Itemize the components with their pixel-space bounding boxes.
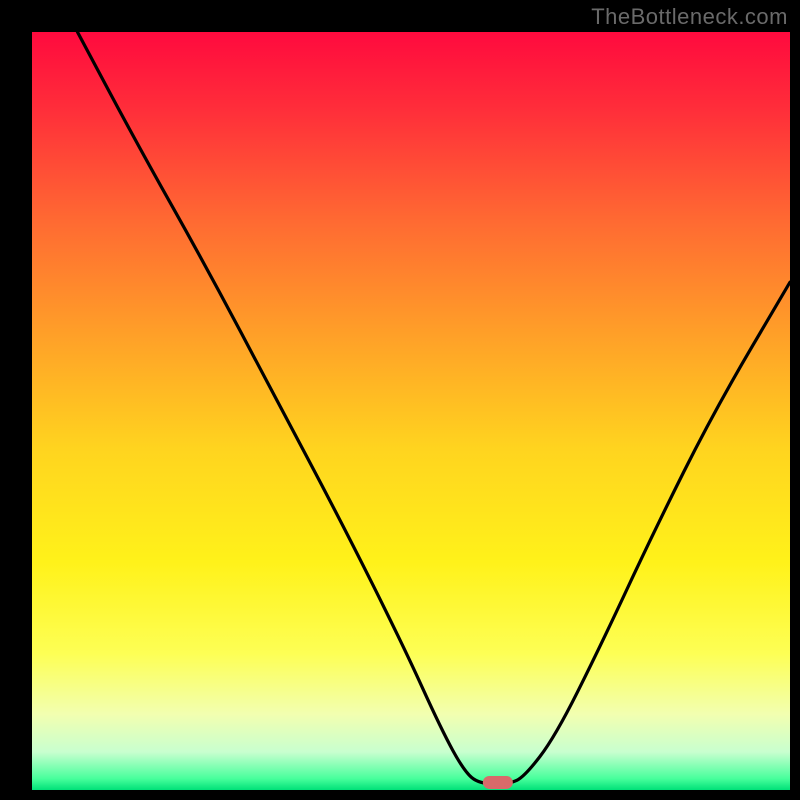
bottleneck-curve-svg: [32, 32, 790, 790]
optimal-marker: [483, 776, 513, 788]
bottleneck-curve: [77, 32, 790, 784]
watermark-text: TheBottleneck.com: [591, 4, 788, 30]
chart-container: TheBottleneck.com: [0, 0, 800, 800]
plot-area: [32, 32, 790, 790]
